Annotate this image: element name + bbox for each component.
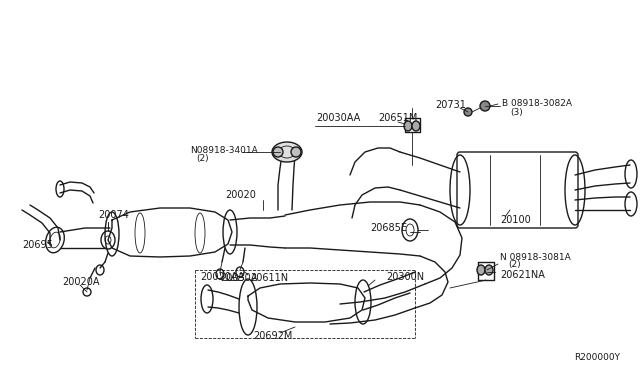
Text: B 08918-3082A: B 08918-3082A bbox=[502, 99, 572, 108]
Text: 20030AA: 20030AA bbox=[316, 113, 360, 123]
Ellipse shape bbox=[101, 231, 115, 249]
Text: 20685E: 20685E bbox=[370, 223, 407, 233]
Text: 20030A: 20030A bbox=[220, 273, 257, 283]
FancyBboxPatch shape bbox=[457, 152, 578, 228]
Ellipse shape bbox=[464, 108, 472, 116]
Text: (3): (3) bbox=[510, 108, 523, 116]
Text: 20692M: 20692M bbox=[253, 331, 292, 341]
Ellipse shape bbox=[272, 142, 302, 162]
Ellipse shape bbox=[412, 121, 420, 131]
Ellipse shape bbox=[404, 121, 412, 131]
Text: 20020A: 20020A bbox=[62, 277, 99, 287]
Ellipse shape bbox=[485, 265, 493, 275]
Text: 20731: 20731 bbox=[435, 100, 466, 110]
Text: 20020: 20020 bbox=[225, 190, 256, 200]
Text: 20074: 20074 bbox=[98, 210, 129, 220]
Text: N08918-3401A: N08918-3401A bbox=[190, 145, 258, 154]
Text: 20300N: 20300N bbox=[386, 272, 424, 282]
Ellipse shape bbox=[291, 147, 301, 157]
Text: 20020AA: 20020AA bbox=[200, 272, 244, 282]
Text: (2): (2) bbox=[508, 260, 520, 269]
Text: 20695: 20695 bbox=[22, 240, 53, 250]
Ellipse shape bbox=[477, 265, 485, 275]
Text: 20621NA: 20621NA bbox=[500, 270, 545, 280]
Ellipse shape bbox=[273, 147, 283, 157]
Text: N 08918-3081A: N 08918-3081A bbox=[500, 253, 571, 263]
Text: 20100: 20100 bbox=[500, 215, 531, 225]
Text: R200000Y: R200000Y bbox=[574, 353, 620, 362]
Text: (2): (2) bbox=[196, 154, 209, 163]
Text: 20651M: 20651M bbox=[378, 113, 417, 123]
Text: 20611N: 20611N bbox=[250, 273, 288, 283]
Ellipse shape bbox=[480, 101, 490, 111]
